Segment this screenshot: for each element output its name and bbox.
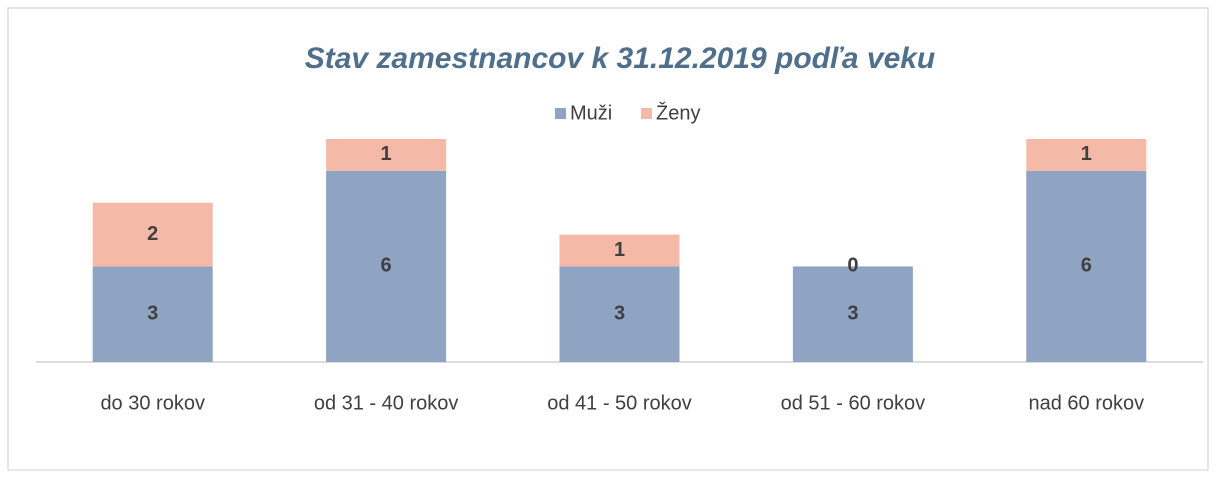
x-tick-label: od 51 - 60 rokov: [781, 392, 926, 414]
data-label: 3: [147, 302, 158, 324]
bar-segment: [792, 266, 913, 362]
bar-segment: [559, 266, 680, 362]
frame: [7, 7, 1209, 471]
x-tick-label: od 31 - 40 rokov: [314, 392, 459, 414]
data-label: 1: [1081, 143, 1092, 165]
bar-segment: [1026, 139, 1147, 171]
bar-segment: [92, 202, 213, 267]
bar-segment: [326, 170, 447, 362]
data-label: 3: [614, 302, 625, 324]
bar-segment: [326, 139, 447, 171]
legend-swatch: [555, 108, 566, 119]
chart-title: Stav zamestnancov k 31.12.2019 podľa vek…: [305, 42, 936, 75]
bar-segment: [92, 266, 213, 362]
data-label: 1: [381, 143, 392, 165]
legend-swatch: [641, 108, 652, 119]
data-label: 2: [147, 223, 158, 245]
legend-label: Ženy: [656, 101, 700, 124]
x-tick-label: od 41 - 50 rokov: [547, 392, 692, 414]
bar-segment: [559, 234, 680, 267]
data-label: 6: [1081, 255, 1092, 277]
x-tick-label: do 30 rokov: [100, 392, 205, 414]
data-label: 3: [847, 302, 858, 324]
data-label: 0: [847, 255, 858, 277]
data-label: 6: [381, 255, 392, 277]
x-tick-label: nad 60 rokov: [1028, 392, 1144, 414]
legend-label: Muži: [570, 102, 612, 124]
data-label: 1: [614, 239, 625, 261]
bar-segment: [1026, 170, 1147, 362]
